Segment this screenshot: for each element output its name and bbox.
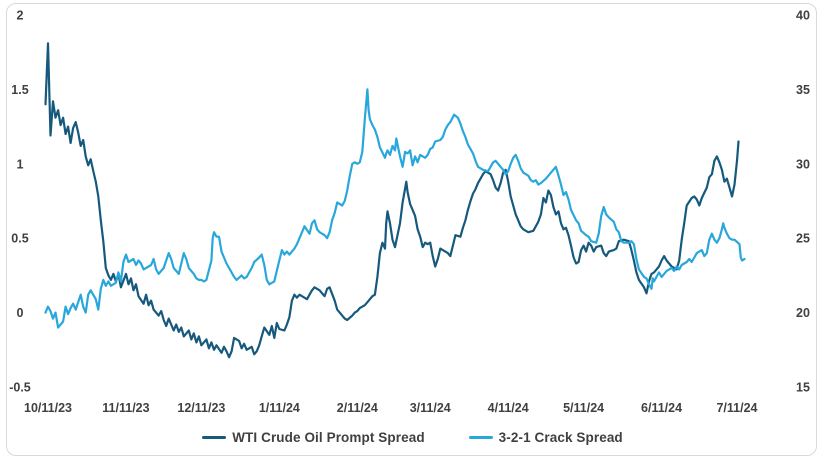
x-axis-tick-label: 5/11/24 — [563, 401, 604, 415]
x-axis-tick-label: 4/11/24 — [488, 401, 529, 415]
y-left-tick-label: 0.5 — [11, 232, 28, 246]
x-axis-tick-label: 3/11/24 — [410, 401, 451, 415]
x-axis-tick-label: 1/11/24 — [259, 401, 300, 415]
x-axis-tick-label: 6/11/24 — [641, 401, 682, 415]
y-right-tick-label: 20 — [796, 306, 810, 320]
y-right-tick-label: 15 — [796, 381, 810, 395]
y-left-tick-label: 1 — [17, 157, 24, 171]
x-axis-tick-label: 10/11/23 — [24, 401, 72, 415]
legend-item-321-crack-spread[interactable]: 3-2-1 Crack Spread — [468, 429, 623, 445]
y-right-tick-label: 40 — [796, 9, 810, 23]
legend-label-wti-prompt-spread: WTI Crude Oil Prompt Spread — [232, 429, 425, 445]
y-right-tick-label: 35 — [796, 83, 810, 97]
y-right-tick-label: 25 — [796, 232, 810, 246]
x-axis-tick-label: 7/11/24 — [716, 401, 757, 415]
series-line-wti-prompt-spread — [44, 42, 740, 359]
y-left-tick-label: 0 — [17, 306, 24, 320]
y-left-tick-label: -0.5 — [9, 381, 31, 395]
legend-item-wti-prompt-spread[interactable]: WTI Crude Oil Prompt Spread — [202, 429, 425, 445]
y-left-tick-label: 2 — [17, 9, 24, 23]
x-axis-tick-label: 11/11/23 — [102, 401, 149, 415]
wti-prompt-spread-line-swatch — [202, 435, 227, 439]
y-right-tick-label: 30 — [796, 157, 810, 171]
legend-label-321-crack-spread: 3-2-1 Crack Spread — [498, 429, 623, 445]
series-line-321-crack-spread — [44, 88, 746, 329]
chart-legend: WTI Crude Oil Prompt Spread 3-2-1 Crack … — [0, 426, 825, 448]
x-axis-tick-label: 2/11/24 — [337, 401, 378, 415]
y-left-tick-label: 1.5 — [11, 83, 28, 97]
x-axis-tick-label: 12/11/23 — [177, 401, 225, 415]
crack-spread-line-swatch — [468, 435, 493, 439]
